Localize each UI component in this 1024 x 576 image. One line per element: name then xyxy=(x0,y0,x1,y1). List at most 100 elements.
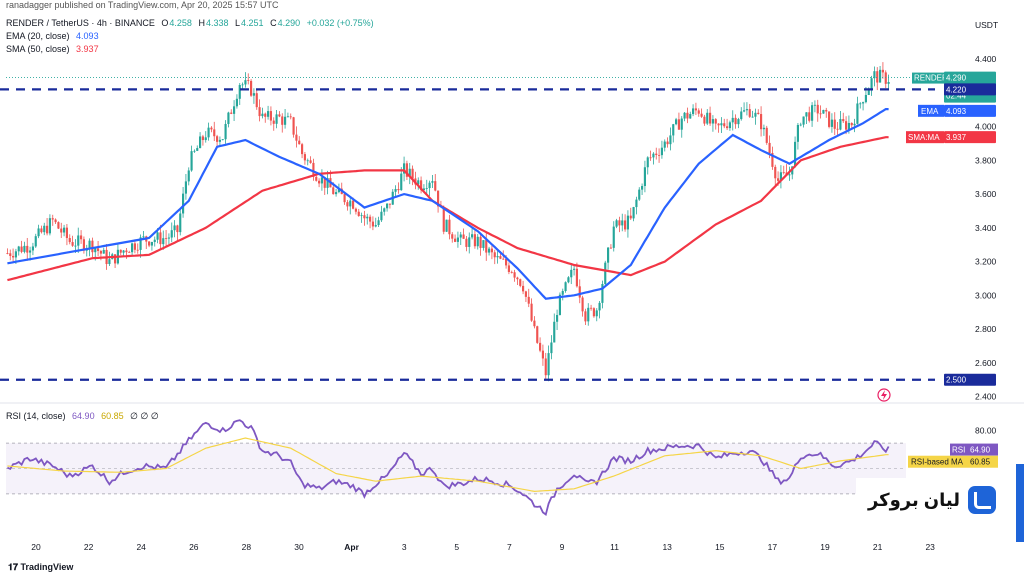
tradingview-footer[interactable]: 𝟏𝟕 TradingView xyxy=(8,562,73,573)
candle-body[interactable] xyxy=(635,199,638,208)
candle-body[interactable] xyxy=(269,111,272,121)
rsi-line[interactable] xyxy=(7,419,890,517)
candle-body[interactable] xyxy=(337,188,340,193)
candle-body[interactable] xyxy=(757,112,760,115)
candle-body[interactable] xyxy=(65,227,68,239)
candle-body[interactable] xyxy=(397,189,400,191)
lower-level-tag[interactable] xyxy=(944,373,996,386)
candle-body[interactable] xyxy=(142,236,145,238)
candle-body[interactable] xyxy=(6,253,9,254)
candle-body[interactable] xyxy=(595,310,598,317)
candle-body[interactable] xyxy=(156,232,159,240)
candle-body[interactable] xyxy=(190,151,193,171)
candle-body[interactable] xyxy=(788,174,791,176)
candle-body[interactable] xyxy=(454,238,457,242)
candle-body[interactable] xyxy=(63,227,66,233)
candle-body[interactable] xyxy=(706,112,709,124)
candle-body[interactable] xyxy=(131,243,134,253)
candle-body[interactable] xyxy=(77,235,80,246)
candle-body[interactable] xyxy=(879,69,882,83)
candle-body[interactable] xyxy=(802,116,805,125)
candle-body[interactable] xyxy=(403,163,406,174)
candle-body[interactable] xyxy=(267,111,270,117)
candle-body[interactable] xyxy=(655,153,658,156)
candle-body[interactable] xyxy=(286,116,289,118)
candle-body[interactable] xyxy=(683,112,686,119)
candle-body[interactable] xyxy=(187,170,190,182)
candle-body[interactable] xyxy=(357,211,360,216)
candle-body[interactable] xyxy=(626,215,629,230)
candle-body[interactable] xyxy=(119,249,122,253)
candle-body[interactable] xyxy=(621,220,624,226)
candle-body[interactable] xyxy=(74,245,77,247)
candle-body[interactable] xyxy=(847,122,850,130)
candle-body[interactable] xyxy=(496,256,499,258)
sma-legend[interactable]: SMA (50, close) 3.937 xyxy=(6,44,103,54)
candle-body[interactable] xyxy=(343,194,346,203)
candle-body[interactable] xyxy=(34,236,37,247)
candle-body[interactable] xyxy=(264,113,267,117)
candle-body[interactable] xyxy=(570,269,573,278)
candle-body[interactable] xyxy=(740,111,743,120)
candle-body[interactable] xyxy=(465,238,468,247)
candle-body[interactable] xyxy=(561,290,564,295)
candle-body[interactable] xyxy=(765,127,768,143)
candle-body[interactable] xyxy=(709,112,712,124)
candle-body[interactable] xyxy=(745,109,748,111)
candle-body[interactable] xyxy=(238,84,241,99)
candle-body[interactable] xyxy=(352,200,355,209)
candle-body[interactable] xyxy=(842,119,845,122)
candle-body[interactable] xyxy=(658,155,661,156)
candle-body[interactable] xyxy=(731,117,734,123)
candle-body[interactable] xyxy=(513,272,516,278)
candle-body[interactable] xyxy=(332,187,335,195)
candle-body[interactable] xyxy=(224,123,227,140)
candle-body[interactable] xyxy=(386,203,389,209)
candle-body[interactable] xyxy=(808,112,811,121)
candle-body[interactable] xyxy=(737,119,740,125)
candle-body[interactable] xyxy=(717,123,720,126)
candle-body[interactable] xyxy=(210,127,213,130)
candle-body[interactable] xyxy=(516,277,519,280)
candle-body[interactable] xyxy=(456,237,459,242)
candle-body[interactable] xyxy=(813,104,816,106)
candle-body[interactable] xyxy=(522,285,525,292)
candle-body[interactable] xyxy=(37,228,40,237)
candle-body[interactable] xyxy=(136,249,139,251)
candle-body[interactable] xyxy=(601,284,604,303)
alert-lightning-icon[interactable] xyxy=(877,388,891,402)
candle-body[interactable] xyxy=(261,113,264,117)
candle-body[interactable] xyxy=(819,113,822,115)
candle-body[interactable] xyxy=(201,136,204,141)
candle-body[interactable] xyxy=(306,160,309,162)
candle-body[interactable] xyxy=(643,167,646,187)
candle-body[interactable] xyxy=(607,247,610,263)
candle-body[interactable] xyxy=(272,120,275,124)
candle-body[interactable] xyxy=(578,286,581,298)
candle-body[interactable] xyxy=(677,119,680,130)
candle-body[interactable] xyxy=(91,240,94,253)
candle-body[interactable] xyxy=(649,157,652,159)
candle-body[interactable] xyxy=(12,255,15,258)
candle-body[interactable] xyxy=(417,180,420,185)
candle-body[interactable] xyxy=(828,111,831,127)
candle-body[interactable] xyxy=(167,237,170,239)
candle-body[interactable] xyxy=(371,221,374,227)
candle-body[interactable] xyxy=(434,181,437,191)
candle-body[interactable] xyxy=(459,234,462,238)
candle-body[interactable] xyxy=(31,246,34,251)
candle-body[interactable] xyxy=(541,350,544,359)
candle-body[interactable] xyxy=(575,268,578,287)
candle-body[interactable] xyxy=(366,216,369,219)
candle-body[interactable] xyxy=(660,147,663,156)
candle-body[interactable] xyxy=(743,110,746,112)
candle-body[interactable] xyxy=(694,108,697,111)
candle-body[interactable] xyxy=(615,220,618,227)
candle-body[interactable] xyxy=(479,236,482,248)
rsi-value-tag[interactable] xyxy=(968,443,998,456)
candle-body[interactable] xyxy=(241,84,244,86)
candle-body[interactable] xyxy=(490,248,493,253)
candle-body[interactable] xyxy=(703,116,706,124)
candle-body[interactable] xyxy=(876,71,879,83)
